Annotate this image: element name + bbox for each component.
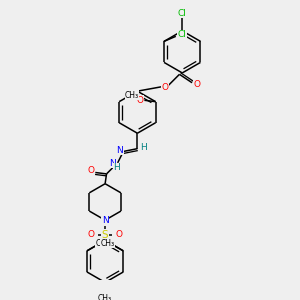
Text: S: S xyxy=(102,230,108,240)
Text: Cl: Cl xyxy=(178,30,186,39)
Text: O: O xyxy=(193,80,200,89)
Text: CH₃: CH₃ xyxy=(125,91,139,100)
Text: CH₃: CH₃ xyxy=(98,294,112,300)
Text: O: O xyxy=(116,230,123,239)
Text: O: O xyxy=(87,230,94,239)
Text: N: N xyxy=(116,146,123,155)
Text: N: N xyxy=(109,159,116,168)
Text: N: N xyxy=(102,216,109,225)
Text: Cl: Cl xyxy=(178,9,187,18)
Text: H: H xyxy=(113,163,120,172)
Text: O: O xyxy=(88,166,94,175)
Text: H: H xyxy=(140,143,147,152)
Text: CH₃: CH₃ xyxy=(100,239,115,248)
Text: O: O xyxy=(137,96,144,105)
Text: O: O xyxy=(161,83,168,92)
Text: CH₃: CH₃ xyxy=(96,239,110,248)
